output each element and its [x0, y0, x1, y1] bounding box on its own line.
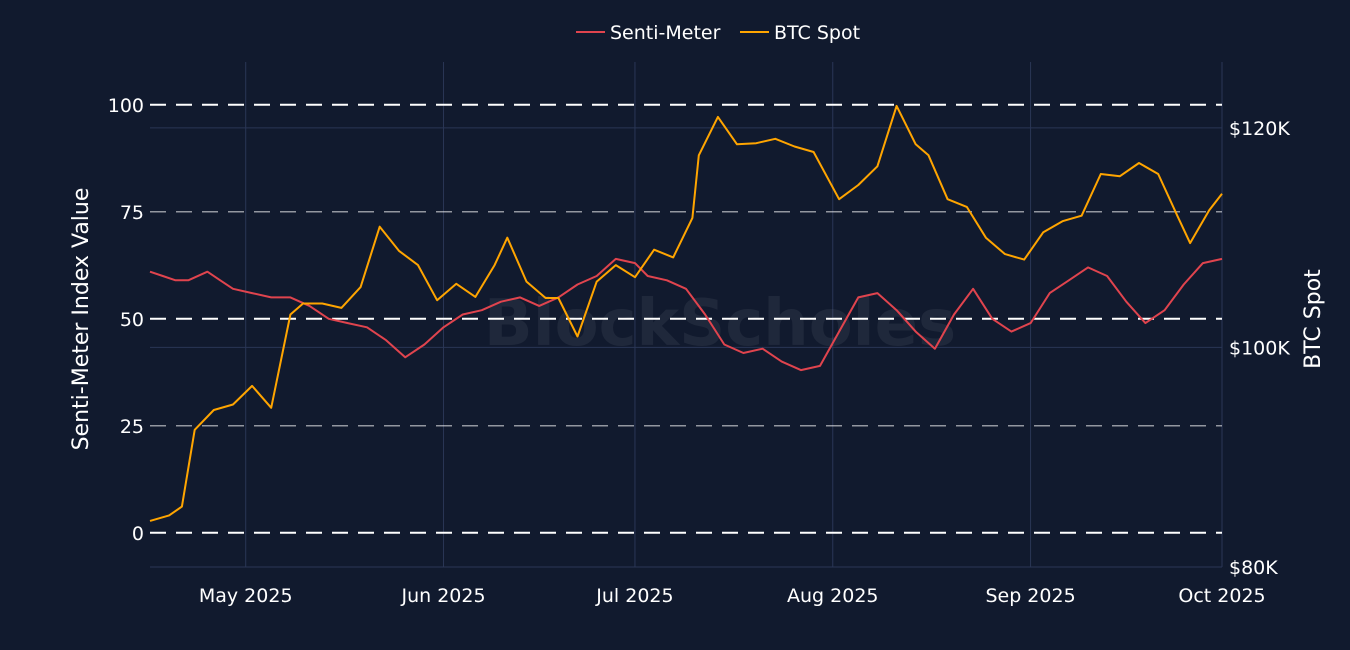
y-left-tick-label: 25: [120, 416, 144, 438]
x-tick-label: Oct 2025: [1178, 585, 1265, 607]
right-axis-title: BTC Spot: [1301, 269, 1326, 369]
btc-spot-line: [149, 104, 1223, 522]
y-right-tick-label: $120K: [1229, 118, 1290, 140]
x-tick-label: Sep 2025: [985, 585, 1075, 607]
legend-label-btc: BTC Spot: [774, 22, 860, 44]
x-tick-label: Jul 2025: [595, 585, 673, 607]
grid: [150, 62, 1223, 568]
series-layer: [149, 104, 1223, 522]
y-left-tick-label: 0: [132, 523, 144, 545]
y-right-tick-label: $80K: [1229, 557, 1278, 579]
y-right-tick-label: $100K: [1229, 337, 1290, 359]
x-tick-label: Aug 2025: [787, 585, 879, 607]
watermark: BlockScholes: [484, 287, 956, 361]
left-axis-title: Senti-Meter Index Value: [69, 188, 94, 451]
legend[interactable]: Senti-Meter BTC Spot: [576, 22, 860, 44]
y-left-tick-label: 75: [120, 202, 144, 224]
legend-label-senti: Senti-Meter: [610, 22, 721, 44]
y-left-tick-label: 100: [108, 95, 144, 117]
x-tick-label: May 2025: [199, 585, 293, 607]
ticks: May 2025 Jun 2025 Jul 2025 Aug 2025 Sep 2025…: [108, 95, 1291, 607]
x-tick-label: Jun 2025: [400, 585, 485, 607]
y-left-tick-label: 50: [120, 309, 144, 331]
